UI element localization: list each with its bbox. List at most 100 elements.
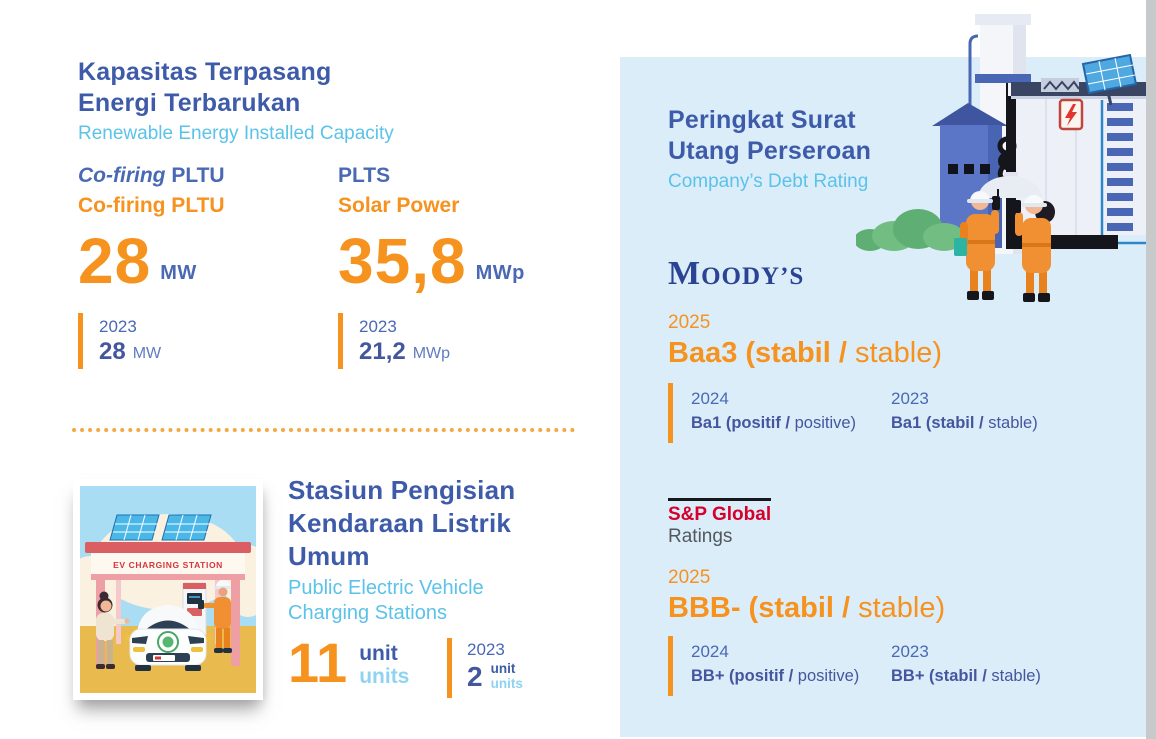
sp-current-year: 2025 xyxy=(668,567,711,588)
ev-car xyxy=(125,605,211,671)
debt-rating-title-line1: Peringkat Surat xyxy=(668,106,856,134)
sp-history-2023: 2023 BB+ (stabil / stable) xyxy=(891,642,1091,686)
page-edge-strip xyxy=(1146,0,1156,739)
moodys-history-2023: 2023 Ba1 (stabil / stable) xyxy=(891,389,1091,433)
warning-sign-icon xyxy=(1058,98,1084,131)
sp-history-2023-year: 2023 xyxy=(891,642,929,661)
moodys-history: 2024 Ba1 (positif / positive) 2023 Ba1 (… xyxy=(668,383,1108,443)
cofiring-label-italic: Co-firing xyxy=(78,164,166,187)
ev-subtitle-line2: Charging Stations xyxy=(288,602,447,624)
cofiring-prev-year: 2023 xyxy=(99,317,137,336)
ev-prev-year: 2023 xyxy=(467,640,505,659)
sp-rating-light: stable) xyxy=(850,592,946,624)
moodys-logo: MOODY’S xyxy=(668,255,804,293)
ev-prev-block: 2023 2 unit units xyxy=(447,638,523,698)
sp-history-2023-bold: BB+ (stabil / xyxy=(891,667,987,685)
solar-panel-icon xyxy=(1081,53,1138,106)
cofiring-label-id: Co-firing PLTU xyxy=(78,163,225,188)
moodys-history-2024-light: positive) xyxy=(790,414,857,432)
sp-history-2024-bold: BB+ (positif / xyxy=(691,667,794,685)
solar-prev-unit: MWp xyxy=(412,345,451,362)
moodys-current-rating-text: Baa3 (stabil / stable) xyxy=(668,336,942,370)
roof-vent xyxy=(1041,78,1080,92)
ev-charging-illustration-card: EV CHARGING STATION xyxy=(60,479,272,700)
cofiring-value-number: 28 xyxy=(78,225,152,297)
power-plant-illustration xyxy=(854,14,1146,302)
cofiring-label-en: Co-firing PLTU xyxy=(78,194,225,217)
ev-charging-station-illustration: EV CHARGING STATION xyxy=(60,486,272,693)
storage-dome xyxy=(978,172,1042,198)
sp-history-2024-year: 2024 xyxy=(691,642,729,661)
power-plant-illustration-wrap xyxy=(854,0,1146,310)
ev-title-line2: Kendaraan Listrik xyxy=(288,508,512,538)
sp-logo-line2: Ratings xyxy=(668,526,733,547)
renewables-title-block: Kapasitas Terpasang Energi Terbarukan Re… xyxy=(78,57,394,146)
moodys-history-2024-rating: Ba1 (positif / positive) xyxy=(691,413,891,433)
ev-value-number: 11 xyxy=(288,631,348,694)
ev-subtitle-line1: Public Electric Vehicle xyxy=(288,577,484,599)
sp-current-rating: 2025 BBB- (stabil / stable) xyxy=(668,567,945,625)
ev-worker-figure xyxy=(198,580,232,653)
solar-value-unit: MWp xyxy=(475,262,525,284)
cofiring-label: Co-firing PLTU Co-firing PLTU xyxy=(78,163,225,218)
sp-rating-bold: BBB- (stabil / xyxy=(668,592,851,624)
moodys-history-2023-light: stable) xyxy=(983,414,1038,432)
sp-current-rating-text: BBB- (stabil / stable) xyxy=(668,591,945,625)
moodys-logo-rest: OODY’S xyxy=(701,263,805,290)
cofiring-value-unit: MW xyxy=(160,262,197,284)
moodys-history-2023-rating: Ba1 (stabil / stable) xyxy=(891,413,1091,433)
moodys-logo-initial: M xyxy=(668,255,702,292)
cofiring-prev-value: 28 xyxy=(99,338,126,365)
moodys-history-2023-year: 2023 xyxy=(891,389,929,408)
debt-rating-title-line2: Utang Perseroan xyxy=(668,137,872,165)
solar-label-id: PLTS xyxy=(338,164,391,187)
moodys-current-rating: 2025 Baa3 (stabil / stable) xyxy=(668,312,942,370)
sp-history-2024: 2024 BB+ (positif / positive) xyxy=(691,642,891,686)
ev-unit-id: unit xyxy=(359,642,398,665)
sp-history-2024-rating: BB+ (positif / positive) xyxy=(691,666,891,686)
sp-global-logo: S&P Global Ratings xyxy=(668,498,772,548)
cofiring-prev-unit: MW xyxy=(132,345,162,362)
solar-prev-year: 2023 xyxy=(359,317,397,336)
cofiring-prev-block: 2023 28 MW xyxy=(78,313,288,369)
workers xyxy=(954,189,1055,302)
moodys-history-2023-bold: Ba1 (stabil / xyxy=(891,414,984,432)
moodys-rating-bold: Baa3 (stabil / xyxy=(668,337,847,369)
solar-label: PLTS Solar Power xyxy=(338,163,459,218)
moodys-history-2024-year: 2024 xyxy=(691,389,729,408)
renewables-title-line2: Energi Terbarukan xyxy=(78,89,301,117)
solar-label-en: Solar Power xyxy=(338,194,460,217)
solar-prev-value: 21,2 xyxy=(359,338,406,365)
debt-rating-panel: Peringkat Surat Utang Perseroan Company’… xyxy=(620,14,1146,737)
ev-prev-unit-en: units xyxy=(490,676,523,691)
ev-charging-sign-text: EV CHARGING STATION xyxy=(113,560,223,570)
moodys-current-year: 2025 xyxy=(668,312,711,333)
ev-solar-panels xyxy=(109,514,212,541)
ev-title-line1: Stasiun Pengisian xyxy=(288,475,516,505)
ev-title-block: Stasiun Pengisian Kendaraan Listrik Umum… xyxy=(288,474,515,626)
debt-rating-subtitle: Company’s Debt Rating xyxy=(668,171,869,192)
ev-prev-unit-id: unit xyxy=(490,661,516,676)
solar-prev-block: 2023 21,2 MWp xyxy=(338,313,558,369)
sp-history-2023-light: stable) xyxy=(986,667,1041,685)
sp-logo-line1: S&P Global xyxy=(668,504,772,525)
cofiring-value: 28 MW xyxy=(78,228,197,294)
ev-prev-value: 2 xyxy=(467,661,483,692)
sp-history-2024-light: positive) xyxy=(793,667,860,685)
debt-rating-title-block: Peringkat Surat Utang Perseroan Company’… xyxy=(668,105,871,194)
ev-woman-figure xyxy=(96,591,130,669)
sp-history-2023-rating: BB+ (stabil / stable) xyxy=(891,666,1091,686)
solar-value-number: 35,8 xyxy=(338,225,467,297)
ev-value: 11 unit units xyxy=(288,634,409,692)
solar-value: 35,8 MWp xyxy=(338,228,525,294)
renewables-subtitle: Renewable Energy Installed Capacity xyxy=(78,123,394,144)
ev-title-line3: Umum xyxy=(288,541,370,571)
moodys-history-2024: 2024 Ba1 (positif / positive) xyxy=(691,389,891,433)
sp-history: 2024 BB+ (positif / positive) 2023 BB+ (… xyxy=(668,636,1128,696)
ev-unit-en: units xyxy=(359,665,410,688)
moodys-history-2024-bold: Ba1 (positif / xyxy=(691,414,791,432)
renewables-title-line1: Kapasitas Terpasang xyxy=(78,58,332,86)
section-divider xyxy=(72,428,575,432)
cofiring-label-plain: PLTU xyxy=(165,164,225,187)
